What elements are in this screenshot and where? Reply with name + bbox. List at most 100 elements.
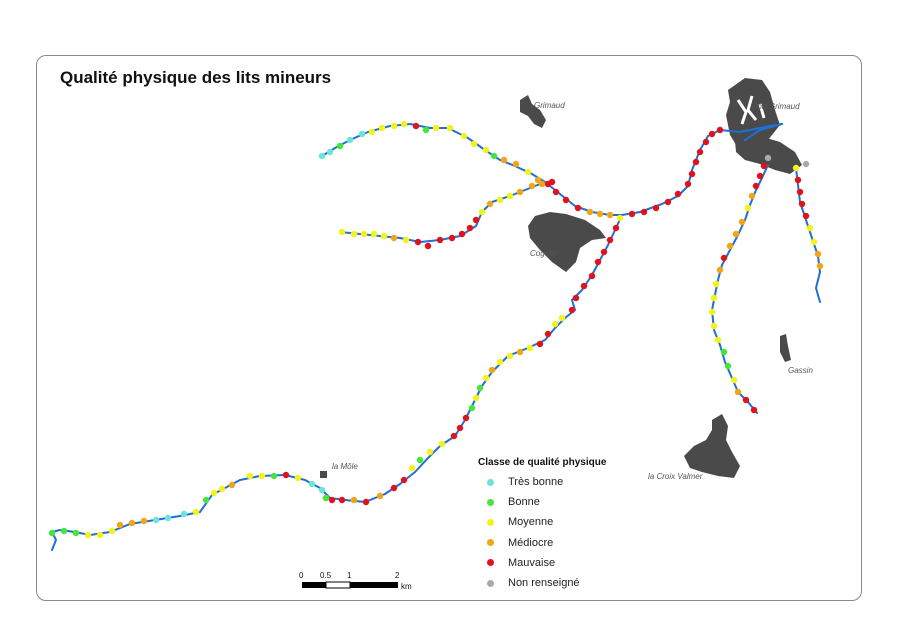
- quality-point: [716, 266, 724, 274]
- quality-point: [538, 180, 546, 188]
- quality-point: [730, 376, 738, 384]
- quality-point: [482, 146, 490, 154]
- quality-point: [164, 514, 172, 522]
- quality-point: [438, 440, 446, 448]
- quality-point: [588, 272, 596, 280]
- quality-point: [462, 414, 470, 422]
- quality-point: [742, 396, 750, 404]
- quality-point: [338, 496, 346, 504]
- quality-point: [318, 486, 326, 494]
- quality-point: [460, 132, 468, 140]
- quality-point: [516, 348, 524, 356]
- quality-point: [558, 314, 566, 322]
- scale-segment-3: [350, 582, 398, 588]
- quality-point: [368, 128, 376, 136]
- scale-segment-2: [325, 581, 351, 589]
- quality-point: [796, 188, 804, 196]
- scale-segment-1: [302, 582, 326, 588]
- legend-swatch-tres-bonne: [487, 478, 494, 486]
- quality-point: [802, 160, 810, 168]
- quality-point: [346, 136, 354, 144]
- quality-point: [456, 424, 464, 432]
- quality-point: [640, 208, 648, 216]
- legend-item-non-renseigne: Non renseigné: [478, 573, 606, 593]
- quality-point: [422, 126, 430, 134]
- scale-tick-0: 0: [299, 571, 304, 580]
- quality-point: [714, 336, 722, 344]
- quality-point: [814, 250, 822, 258]
- quality-point: [390, 122, 398, 130]
- quality-point: [210, 489, 218, 497]
- quality-point: [402, 236, 410, 244]
- quality-point: [116, 521, 124, 529]
- scale-tick-2: 2: [395, 571, 400, 580]
- legend-item-bonne: Bonne: [478, 492, 606, 512]
- quality-point: [534, 176, 542, 184]
- quality-point: [572, 294, 580, 302]
- quality-point: [710, 322, 718, 330]
- quality-point: [594, 258, 602, 266]
- quality-point: [140, 517, 148, 525]
- map-frame: [36, 55, 862, 601]
- legend-item-moyenne: Moyenne: [478, 512, 606, 532]
- quality-point: [760, 162, 768, 170]
- quality-point: [488, 366, 496, 374]
- quality-point: [412, 122, 420, 130]
- place-label-port-grimaud: Port Grimaud: [752, 102, 800, 111]
- urban-area-la-croix-valmer: [684, 414, 740, 478]
- legend-item-mediocre: Médiocre: [478, 533, 606, 553]
- quality-point: [616, 214, 624, 222]
- quality-point: [48, 529, 56, 537]
- quality-point: [192, 508, 200, 516]
- urban-area-grimaud: [520, 95, 546, 128]
- quality-point: [478, 208, 486, 216]
- quality-point: [750, 406, 758, 414]
- urban-areas: [320, 78, 802, 478]
- quality-point: [716, 126, 724, 134]
- quality-point: [712, 280, 720, 288]
- quality-points: [48, 120, 824, 539]
- river-port-channel: [744, 123, 783, 141]
- quality-point: [664, 198, 672, 206]
- quality-point: [336, 142, 344, 150]
- quality-point: [490, 152, 498, 160]
- quality-point: [72, 529, 80, 537]
- legend-item-tres-bonne: Très bonne: [478, 472, 606, 492]
- quality-point: [470, 140, 478, 148]
- quality-point: [228, 481, 236, 489]
- legend-swatch-non-renseigne: [487, 579, 494, 587]
- quality-point: [816, 262, 824, 270]
- quality-point: [748, 192, 756, 200]
- quality-point: [798, 200, 806, 208]
- legend-swatch-mediocre: [487, 539, 494, 547]
- quality-point: [524, 168, 532, 176]
- quality-point: [482, 374, 490, 382]
- quality-point: [390, 234, 398, 242]
- quality-point: [350, 230, 358, 238]
- quality-point: [738, 218, 746, 226]
- quality-point: [802, 212, 810, 220]
- quality-point: [764, 154, 772, 162]
- quality-point: [308, 480, 316, 488]
- quality-point: [258, 472, 266, 480]
- legend-label-tres-bonne: Très bonne: [508, 476, 564, 489]
- quality-point: [506, 352, 514, 360]
- quality-point: [794, 176, 802, 184]
- quality-point: [674, 190, 682, 198]
- quality-point: [84, 531, 92, 539]
- quality-point: [702, 138, 710, 146]
- quality-point: [708, 308, 716, 316]
- quality-point: [744, 204, 752, 212]
- quality-point: [536, 340, 544, 348]
- quality-point: [338, 228, 346, 236]
- quality-point: [574, 204, 582, 212]
- quality-point: [370, 230, 378, 238]
- urban-area-gassin: [780, 334, 791, 362]
- quality-point: [726, 242, 734, 250]
- quality-point: [696, 148, 704, 156]
- quality-point: [612, 224, 620, 232]
- quality-point: [328, 496, 336, 504]
- quality-point: [500, 156, 508, 164]
- quality-point: [628, 210, 636, 218]
- quality-point: [548, 178, 556, 186]
